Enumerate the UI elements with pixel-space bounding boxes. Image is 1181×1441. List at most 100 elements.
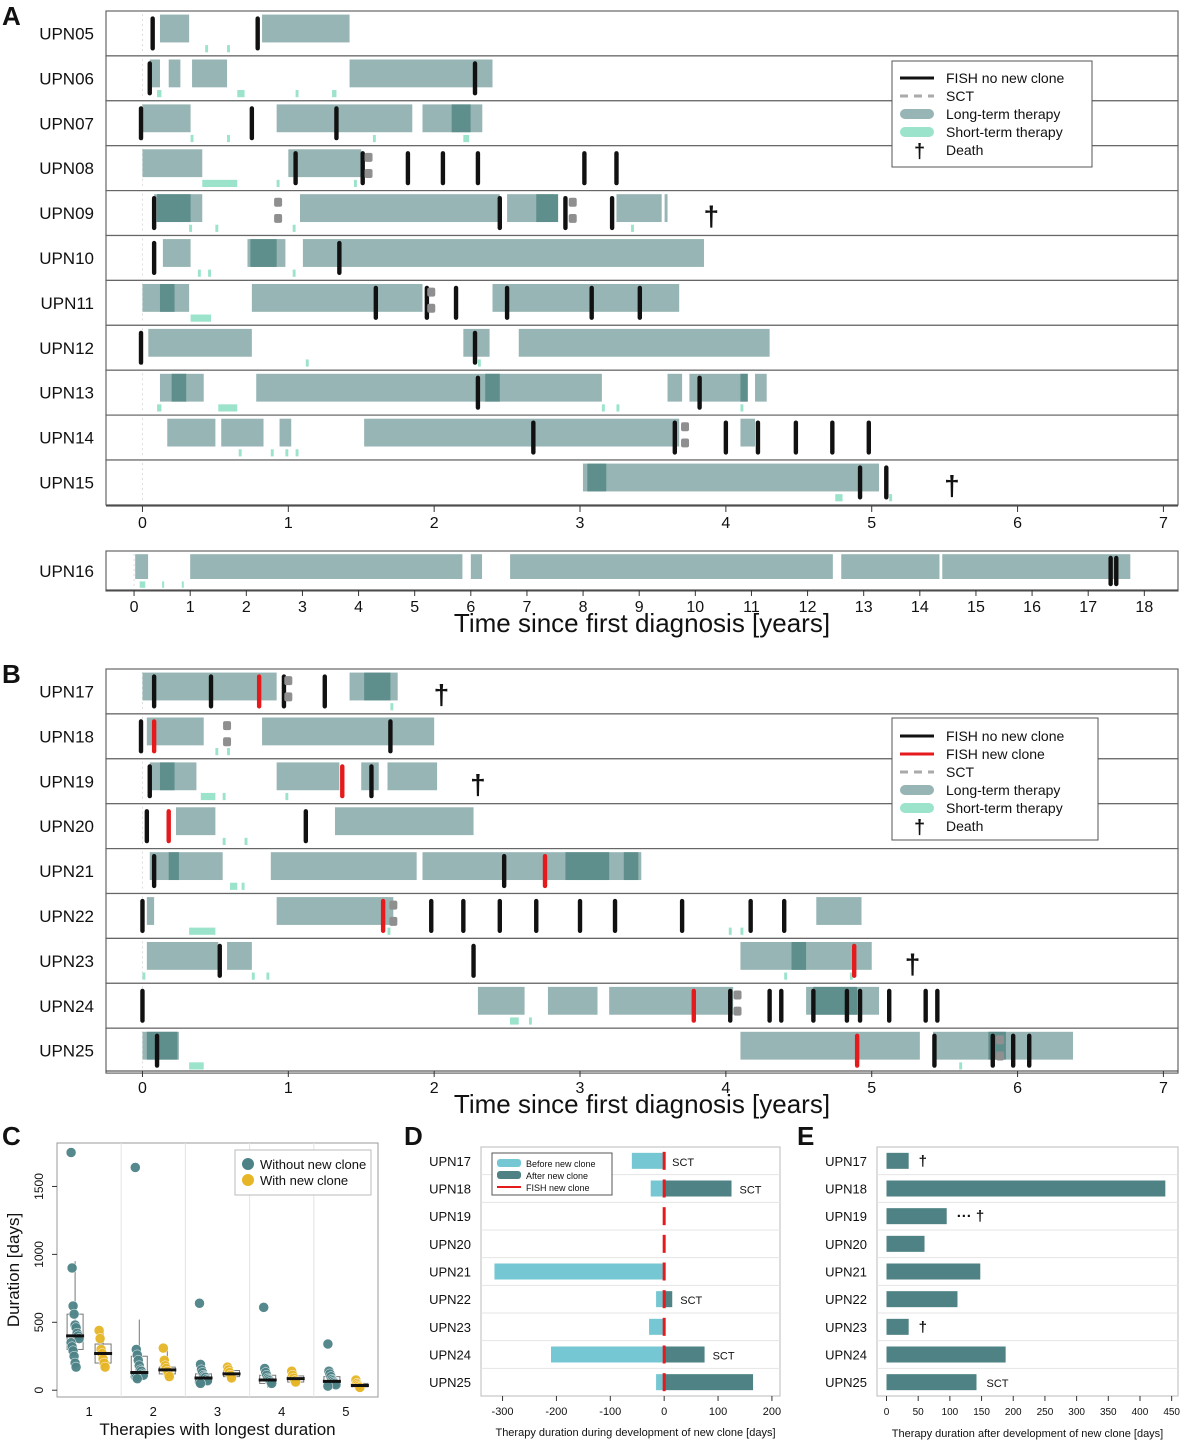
overlapping-therapy-bar xyxy=(791,941,807,970)
x-tick-label: 1 xyxy=(186,599,195,616)
overlapping-therapy-bar xyxy=(157,194,191,223)
patient-label: UPN20 xyxy=(39,817,94,836)
long-term-therapy-bar xyxy=(302,239,704,267)
long-term-therapy-bar xyxy=(227,941,252,970)
data-point xyxy=(195,1378,206,1389)
x-tick-label: 15 xyxy=(967,599,985,616)
data-point xyxy=(132,1373,143,1384)
patient-label: UPN17 xyxy=(39,682,94,701)
sct-label: SCT xyxy=(740,1185,762,1197)
fish-no-new-clone-mark xyxy=(637,285,643,320)
legend-label: FISH new clone xyxy=(526,1183,590,1193)
data-point xyxy=(164,1371,175,1382)
short-term-therapy-bar xyxy=(616,404,620,412)
fish-new-clone-mark xyxy=(662,1262,666,1281)
data-point xyxy=(130,1162,141,1173)
overlapping-therapy-bar xyxy=(159,283,175,312)
short-term-therapy-bar xyxy=(227,45,230,53)
sct-mark xyxy=(389,916,398,926)
patient-label: UPN21 xyxy=(39,862,94,881)
x-tick-label: 11 xyxy=(743,599,760,616)
y-tick-label: 0 xyxy=(32,1387,46,1394)
fish-no-new-clone-mark xyxy=(577,898,583,934)
long-term-therapy-bar xyxy=(149,852,223,881)
short-term-therapy-bar xyxy=(332,90,337,98)
long-term-therapy-bar xyxy=(334,807,474,836)
category-label: UPN25 xyxy=(825,1375,867,1390)
legend-swatch xyxy=(242,1174,254,1186)
long-term-therapy-bar xyxy=(477,986,525,1015)
sct-mark xyxy=(681,438,690,448)
short-term-therapy-bar xyxy=(285,449,289,457)
overlapping-therapy-bar xyxy=(250,239,277,267)
after-new-clone-bar xyxy=(664,1374,754,1391)
row-frame xyxy=(105,847,1179,895)
fish-no-new-clone-mark xyxy=(360,151,365,186)
patient-row-upn14: UPN14 xyxy=(39,414,1179,461)
fish-no-new-clone-mark xyxy=(475,375,481,410)
short-term-therapy-bar xyxy=(463,134,470,143)
short-term-therapy-bar xyxy=(251,972,255,980)
sct-mark xyxy=(681,422,690,432)
panel-a: UPN05 UPN06 UPN07 UPN08 UPN09 † UPN10 UPN11 UPN1… xyxy=(39,10,1179,532)
sct-mark xyxy=(427,303,436,313)
short-term-therapy-bar xyxy=(276,179,280,188)
long-term-therapy-bar xyxy=(276,762,340,791)
before-new-clone-bar xyxy=(551,1346,665,1363)
short-term-therapy-bar xyxy=(157,404,162,412)
fish-no-new-clone-mark xyxy=(497,195,502,231)
fish-no-new-clone-mark xyxy=(293,151,298,186)
long-term-therapy-bar xyxy=(942,554,1131,579)
fish-no-new-clone-mark xyxy=(1114,555,1119,587)
x-axis-title: Therapy duration during development of n… xyxy=(495,1427,775,1439)
short-term-therapy-bar xyxy=(215,748,219,756)
short-term-therapy-bar xyxy=(372,134,376,143)
short-term-therapy-bar xyxy=(305,359,309,367)
fish-no-new-clone-mark xyxy=(582,151,587,186)
fish-no-new-clone-mark xyxy=(208,674,214,709)
patient-row-upn11: UPN11 xyxy=(40,279,1179,326)
long-term-therapy-bar xyxy=(349,59,493,88)
legend-a-long-swatch xyxy=(900,109,934,119)
short-term-therapy-bar xyxy=(477,359,481,367)
fish-no-new-clone-mark xyxy=(589,285,594,320)
long-term-therapy-bar xyxy=(740,418,756,447)
short-term-therapy-bar xyxy=(202,179,238,188)
fish-no-new-clone-mark xyxy=(534,898,539,934)
short-term-therapy-bar xyxy=(222,792,226,801)
fish-no-new-clone-mark xyxy=(1010,1033,1016,1068)
long-term-therapy-bar xyxy=(582,463,880,492)
fish-no-new-clone-mark xyxy=(471,943,476,978)
box-without-new-clone xyxy=(194,1298,213,1389)
short-term-therapy-bar xyxy=(227,134,230,143)
duration-bar xyxy=(886,1208,947,1225)
patient-label: UPN06 xyxy=(39,69,94,88)
fish-new-clone-mark xyxy=(852,943,857,978)
row-frame xyxy=(105,892,1179,940)
long-term-therapy-bar xyxy=(755,373,767,402)
short-term-therapy-bar xyxy=(218,404,238,412)
short-term-therapy-bar xyxy=(205,45,209,53)
overlapping-therapy-bar xyxy=(159,762,175,791)
fish-no-new-clone-mark xyxy=(755,420,761,455)
x-tick-label: 6 xyxy=(1013,515,1022,532)
legend-label: With new clone xyxy=(260,1173,348,1188)
short-term-therapy-bar xyxy=(215,224,219,232)
sct-mark xyxy=(284,676,293,686)
patient-row-upn25: UPN25 xyxy=(39,1027,1179,1074)
short-term-therapy-bar xyxy=(197,269,201,277)
x-tick-label: 5 xyxy=(867,1080,876,1097)
box-without-new-clone xyxy=(322,1338,342,1392)
bar-annotation: † xyxy=(919,1319,927,1336)
duration-bar xyxy=(886,1346,1006,1363)
death-mark: † xyxy=(905,948,921,979)
x-tick-label: 6 xyxy=(1013,1080,1022,1097)
fish-no-new-clone-mark xyxy=(472,330,478,365)
row-frame xyxy=(105,937,1179,984)
overlapping-therapy-bar xyxy=(364,672,391,701)
panel-label-c: C xyxy=(2,1121,21,1151)
box-with-new-clone xyxy=(350,1374,369,1393)
data-point xyxy=(94,1333,106,1344)
short-term-therapy-bar xyxy=(740,927,744,935)
sct-mark xyxy=(284,692,293,702)
